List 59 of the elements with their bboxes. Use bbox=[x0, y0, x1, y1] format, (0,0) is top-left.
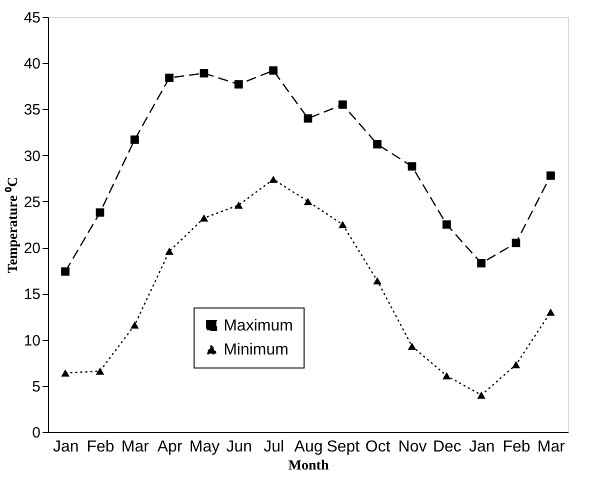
point bbox=[408, 342, 416, 350]
point bbox=[477, 259, 486, 268]
point bbox=[408, 162, 416, 171]
x-tick-label: Mar bbox=[537, 438, 566, 456]
x-tick-label: Aug bbox=[294, 438, 323, 456]
y-tick-label: 15 bbox=[24, 286, 40, 304]
x-tick-label: Jan bbox=[52, 438, 79, 456]
y-tick-label: 45 bbox=[24, 10, 40, 26]
y-tick-label: 20 bbox=[24, 240, 40, 258]
point bbox=[442, 220, 451, 229]
x-tick-label: Mar bbox=[121, 438, 150, 456]
point bbox=[61, 267, 70, 276]
point bbox=[546, 171, 555, 180]
x-tick-label: Jun bbox=[226, 438, 252, 456]
point bbox=[165, 74, 174, 82]
x-tick-label: Sept bbox=[326, 438, 360, 456]
x-tick-label: Apr bbox=[157, 438, 183, 456]
x-tick-label: Jan bbox=[468, 438, 495, 456]
y-tick-label: 0 bbox=[32, 424, 40, 442]
point bbox=[234, 80, 243, 89]
point bbox=[165, 248, 174, 255]
point bbox=[373, 140, 382, 148]
point bbox=[373, 277, 382, 284]
point bbox=[338, 100, 347, 109]
point bbox=[130, 135, 139, 144]
y-tick-label: 10 bbox=[24, 332, 40, 350]
point bbox=[234, 202, 243, 209]
x-tick-label: Jul bbox=[264, 438, 284, 456]
point bbox=[477, 391, 486, 399]
point bbox=[269, 66, 278, 75]
point bbox=[200, 69, 208, 78]
point bbox=[512, 238, 520, 248]
x-tick-label: Nov bbox=[398, 438, 427, 456]
point bbox=[200, 214, 208, 222]
y-tick-label: 35 bbox=[24, 102, 40, 119]
x-tick-label: Oct bbox=[365, 438, 391, 456]
point bbox=[512, 361, 520, 368]
point bbox=[546, 308, 555, 316]
x-tick-label: Feb bbox=[86, 438, 114, 456]
y-tick-label: 30 bbox=[24, 148, 40, 165]
point bbox=[96, 368, 104, 375]
x-tick-label: May bbox=[189, 438, 220, 456]
point bbox=[304, 198, 312, 206]
x-axis-title: Month bbox=[288, 458, 329, 474]
y-axis-title: Temperature ⁰C bbox=[4, 176, 21, 274]
point bbox=[338, 220, 347, 228]
x-tick-label: Dec bbox=[432, 438, 462, 456]
y-tick-label: 5 bbox=[32, 378, 40, 396]
point bbox=[130, 321, 139, 329]
point bbox=[442, 372, 451, 380]
point bbox=[304, 114, 312, 123]
y-tick-label: 40 bbox=[24, 56, 40, 73]
point bbox=[61, 369, 70, 377]
legend-label: Minimum bbox=[224, 342, 288, 358]
point bbox=[96, 208, 104, 217]
x-tick-label: Feb bbox=[502, 438, 530, 456]
legend-label: Maximum bbox=[224, 318, 293, 334]
point bbox=[269, 176, 278, 183]
y-tick-label: 25 bbox=[24, 194, 40, 211]
